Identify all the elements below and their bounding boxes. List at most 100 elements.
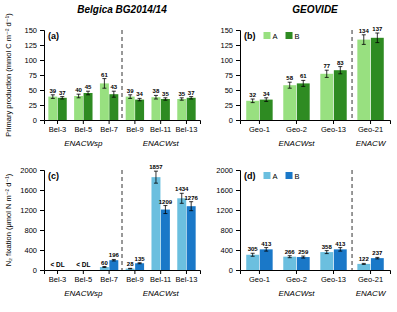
bar	[109, 94, 118, 120]
error-bar	[325, 251, 329, 254]
error-bar	[163, 98, 167, 100]
plot-area	[246, 30, 384, 120]
y-axis-line	[40, 171, 45, 271]
x-tick-mark	[57, 120, 58, 124]
y-axis-title: Primary production (mmol C m⁻² d⁻¹)	[4, 13, 13, 137]
x-tick: Bel-5	[75, 270, 93, 284]
y-tick: 0	[33, 266, 44, 275]
data-label: 305	[248, 246, 259, 252]
y-tick-mark	[236, 270, 240, 271]
panel: 0400800120016002000Geo-1Geo-2Geo-13Geo-2…	[216, 166, 390, 298]
y-tick: 50	[29, 86, 44, 95]
bar	[58, 98, 67, 120]
y-tick-label: 0	[33, 116, 37, 125]
data-label: 137	[372, 26, 383, 32]
error-bar	[138, 263, 142, 264]
bar	[151, 97, 160, 120]
y-tick: 800	[220, 226, 240, 235]
error-bar	[86, 91, 90, 95]
error-bar	[288, 82, 292, 88]
y-tick-label: 0	[229, 266, 233, 275]
chart: 0255075100125150Bel-3Bel-5Bel-7Bel-9Bel-…	[0, 0, 397, 312]
bar	[357, 264, 370, 270]
y-tick-mark	[40, 270, 44, 271]
y-tick-mark	[236, 60, 240, 61]
data-label: 35	[162, 91, 169, 97]
x-tick: Bel-7	[100, 120, 118, 134]
y-tick-label: 100	[220, 56, 233, 65]
bar	[177, 198, 186, 270]
legend-swatch	[264, 172, 271, 179]
x-tick-mark	[160, 120, 161, 124]
bar	[297, 83, 310, 120]
error-bar	[362, 35, 366, 45]
y-tick: 50	[225, 86, 240, 95]
y-tick: 400	[24, 246, 44, 255]
error-bar	[128, 95, 132, 99]
bar	[246, 255, 259, 270]
y-axis-line	[40, 31, 45, 121]
region-label: ENACWsp	[64, 139, 103, 148]
data-label: 37	[59, 90, 66, 96]
region-label: ENACW	[356, 139, 387, 148]
x-tick-label: Bel-11	[150, 125, 171, 134]
y-tick-label: 0	[33, 266, 37, 275]
data-label: 1209	[159, 199, 173, 205]
x-tick-label: Geo-21	[358, 125, 383, 134]
error-bar	[102, 267, 106, 268]
y-tick-label: 400	[220, 246, 233, 255]
x-tick-label: Bel-7	[100, 275, 118, 284]
data-label: 60	[101, 260, 108, 266]
region-label: ENACWst	[278, 289, 315, 298]
y-tick-mark	[236, 75, 240, 76]
data-label: 122	[359, 256, 370, 262]
y-tick: 100	[220, 56, 240, 65]
data-label: 34	[263, 91, 270, 97]
error-bar	[128, 268, 132, 270]
x-tick-label: Geo-2	[286, 275, 307, 284]
x-tick-mark	[109, 270, 110, 274]
region-label: ENACWst	[278, 139, 315, 148]
y-tick-label: 50	[29, 86, 37, 95]
bar	[246, 101, 259, 120]
y-axis-line	[236, 31, 241, 121]
data-label: 40	[75, 87, 82, 93]
bar	[357, 40, 370, 120]
data-label: 32	[249, 92, 256, 98]
y-tick-label: 1600	[20, 186, 37, 195]
x-axis: Bel-3Bel-5Bel-7Bel-9Bel-11Bel-13	[45, 120, 201, 134]
x-tick: Bel-13	[176, 120, 198, 134]
y-tick: 150	[220, 26, 240, 35]
y-tick-label: 2000	[20, 166, 37, 175]
x-tick-mark	[160, 270, 161, 274]
panel: 0255075100125150Geo-1Geo-2Geo-13Geo-2132…	[220, 4, 390, 148]
data-label: 58	[286, 75, 293, 81]
bar	[161, 99, 170, 120]
y-tick-mark	[40, 250, 44, 251]
bar	[371, 258, 384, 270]
x-tick-label: Bel-3	[49, 275, 67, 284]
data-label: 28	[127, 261, 134, 267]
separator-line	[122, 30, 123, 120]
separator-line	[122, 170, 123, 270]
plot-area	[246, 170, 384, 270]
y-tick-mark	[236, 45, 240, 46]
legend-item: A	[264, 172, 278, 181]
y-tick-mark	[236, 120, 240, 121]
x-tick: Bel-11	[150, 120, 171, 134]
data-label: 135	[135, 256, 146, 262]
y-tick-label: 2000	[216, 166, 233, 175]
data-label: 61	[101, 72, 108, 78]
y-tick-label: 0	[229, 116, 233, 125]
y-tick-mark	[236, 105, 240, 106]
y-tick: 125	[24, 41, 44, 50]
error-bar	[180, 193, 184, 203]
x-tick-mark	[109, 120, 110, 124]
x-tick: Bel-13	[176, 270, 198, 284]
x-tick: Geo-1	[249, 270, 270, 284]
y-tick: 75	[225, 71, 240, 80]
y-tick-mark	[40, 170, 44, 171]
y-tick-mark	[236, 90, 240, 91]
bar	[187, 98, 196, 120]
error-bar	[338, 248, 342, 252]
